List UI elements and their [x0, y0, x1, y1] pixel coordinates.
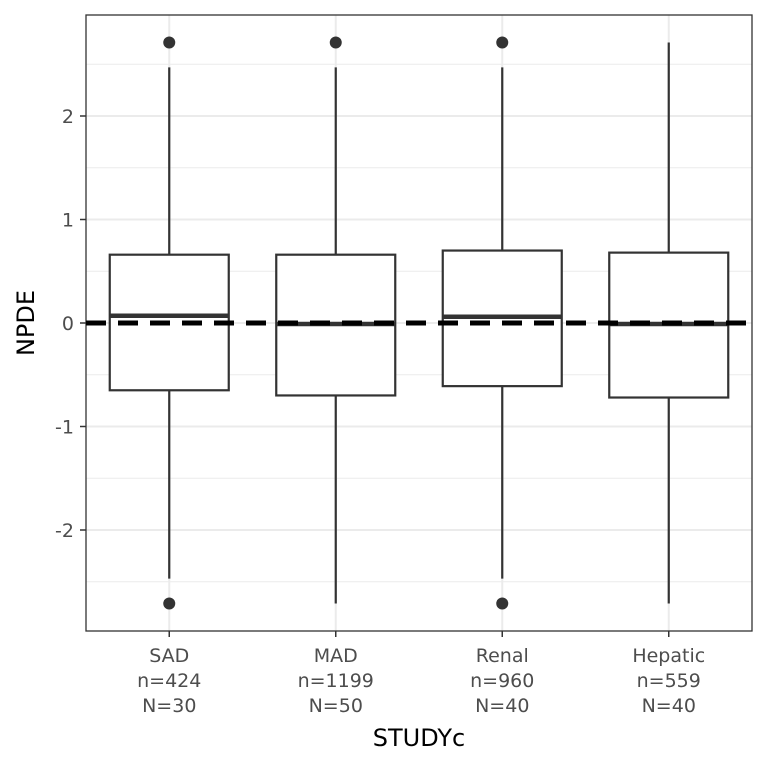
outlier-point: [496, 597, 509, 610]
outlier-point: [163, 36, 176, 49]
y-axis-title: NPDE: [12, 290, 40, 356]
x-axis-title: STUDYc: [373, 724, 465, 752]
boxes-group: [108, 36, 730, 610]
box-renal: [441, 36, 563, 610]
x-axis: SAD n=424 N=30 MAD n=1199 N=50 Renal n=960 N=40 H…: [137, 631, 705, 717]
y-tick-label: 0: [62, 313, 74, 335]
x-tick-label: N=40: [475, 695, 529, 717]
x-tick-label: N=40: [642, 695, 696, 717]
y-axis: -2 -1 0 1 2: [55, 106, 86, 542]
y-tick-label: 2: [62, 106, 74, 128]
y-tick-label: -2: [55, 520, 74, 542]
y-tick-label: -1: [55, 417, 74, 439]
x-tick-label: n=960: [470, 670, 534, 692]
x-tick-label: n=559: [637, 670, 701, 692]
x-tick-label: N=30: [142, 695, 196, 717]
x-tick-label: MAD: [314, 645, 358, 667]
x-tick-label: n=1199: [298, 670, 374, 692]
x-tick-label: Hepatic: [632, 645, 705, 667]
x-tick-label: n=424: [137, 670, 201, 692]
x-tick-label: SAD: [149, 645, 189, 667]
x-tick-label: Renal: [476, 645, 529, 667]
y-tick-label: 1: [62, 210, 74, 232]
x-tick-label: N=50: [309, 695, 363, 717]
outlier-point: [329, 36, 342, 49]
outlier-point: [496, 36, 509, 49]
outlier-point: [163, 597, 176, 610]
